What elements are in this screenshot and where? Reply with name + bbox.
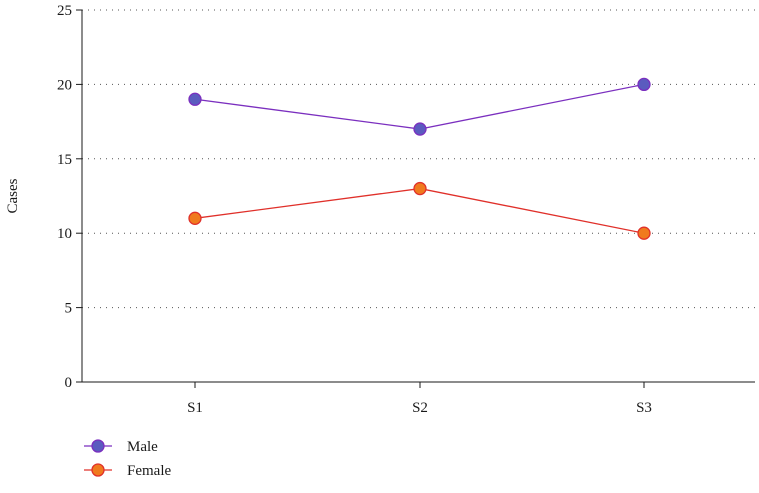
data-point-male (637, 77, 651, 92)
gridlines (82, 9, 755, 309)
x-axis-ticks: S1 S2 S3 (187, 382, 652, 416)
legend-marker-female (91, 463, 105, 477)
y-tick-label: 25 (57, 3, 72, 19)
data-point-male (413, 122, 427, 136)
y-tick-label: 0 (65, 375, 73, 391)
legend-label-male: Male (127, 439, 158, 455)
y-axis-ticks: 0 5 10 15 20 25 (57, 3, 82, 391)
legend-item-male: Male (84, 439, 158, 455)
data-point-female (637, 226, 651, 240)
legend: Male Female (84, 439, 171, 479)
y-tick-label: 20 (57, 77, 72, 93)
series-line-male (194, 83, 645, 130)
y-tick-label: 10 (57, 226, 72, 242)
data-point-female (413, 181, 427, 196)
y-axis-title: Cases (5, 178, 21, 213)
data-point-female (188, 211, 202, 225)
legend-marker-male (91, 439, 105, 453)
series-group (188, 77, 651, 240)
y-tick-label: 5 (65, 301, 73, 317)
legend-label-female: Female (127, 463, 171, 479)
x-tick-label: S3 (636, 400, 652, 416)
data-point-male (188, 92, 202, 106)
x-tick-label: S1 (187, 400, 203, 416)
x-tick-label: S2 (412, 400, 428, 416)
legend-item-female: Female (84, 463, 171, 479)
y-tick-label: 15 (57, 152, 72, 168)
series-line-female (194, 187, 645, 234)
